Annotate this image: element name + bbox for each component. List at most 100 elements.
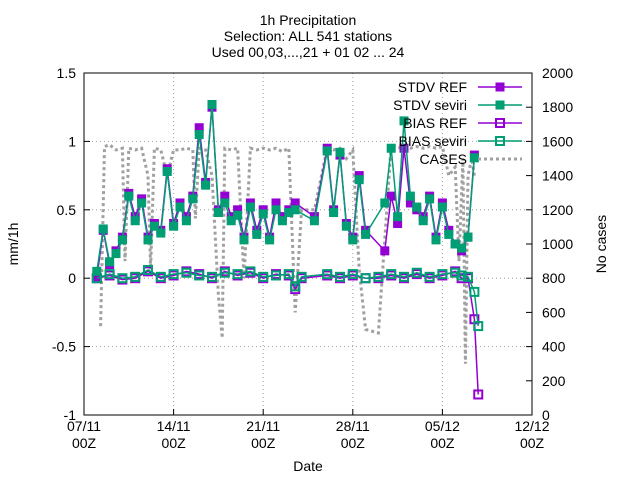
series-point-1: [348, 235, 358, 245]
series-point-0: [399, 143, 409, 153]
series-point-1: [169, 221, 179, 231]
series-point-3: [463, 271, 473, 282]
series-point-3: [386, 269, 397, 280]
series-point-1: [335, 147, 345, 157]
series-point-3: [245, 266, 256, 277]
series-point-1: [143, 235, 153, 245]
series-point-1: [425, 194, 435, 204]
series-point-1: [181, 216, 191, 226]
series-point-3: [290, 281, 301, 292]
series-point-3: [91, 273, 102, 284]
y2-axis-label: No cases: [593, 215, 609, 273]
series-point-3: [181, 267, 192, 278]
legend-label: BIAS REF: [403, 115, 467, 131]
x-tick-sublabel: 00Z: [341, 435, 366, 451]
series-point-1: [361, 229, 371, 239]
series-point-3: [232, 269, 243, 280]
series-point-1: [137, 198, 147, 208]
y-tick-label: -1: [64, 407, 77, 423]
legend-label: STDV REF: [398, 79, 467, 95]
x-tick-sublabel: 00Z: [251, 435, 276, 451]
y-axis-label: mm/1h: [5, 223, 21, 266]
series-point-3: [296, 271, 307, 282]
y-tick-label: 0: [68, 270, 76, 286]
series-point-3: [360, 273, 371, 284]
series-point-1: [156, 228, 166, 238]
series-line-2: [96, 270, 479, 395]
series-point-1: [111, 249, 121, 259]
series-point-3: [155, 271, 166, 282]
axes: -1 -0.5 0 0.5 1 1.5 0 200 400 600 800 1000 1200 1400 1…: [52, 65, 573, 451]
x-tick-label: 12/12: [514, 418, 549, 434]
x-tick-label: 05/12: [425, 418, 460, 434]
series-layer: [91, 99, 484, 400]
y-tick-label: 1.5: [57, 65, 77, 81]
series-point-3: [473, 321, 484, 332]
legend-label: CASES: [420, 151, 467, 167]
legend-label: STDV seviri: [393, 97, 467, 113]
x-tick-sublabel: 00Z: [430, 435, 455, 451]
series-point-1: [405, 191, 415, 201]
legend: STDV REF STDV seviri BIAS REF BIAS seviri CA…: [393, 79, 522, 167]
series-point-1: [271, 205, 281, 215]
y2-tick-label: 200: [542, 373, 566, 389]
series-point-1: [431, 235, 441, 245]
x-tick-sublabel: 00Z: [162, 435, 187, 451]
series-line-4: [99, 142, 476, 364]
series-point-1: [290, 205, 300, 215]
series-point-1: [233, 210, 243, 220]
y2-tick-label: 800: [542, 270, 566, 286]
series-point-0: [380, 246, 390, 256]
x-tick-label: 14/11: [157, 418, 191, 434]
x-axis-label: Date: [293, 458, 323, 474]
series-point-3: [168, 269, 179, 280]
x-tick-label: 28/11: [336, 418, 370, 434]
legend-swatch-marker: [495, 82, 505, 92]
series-point-1: [341, 221, 351, 231]
x-tick-label: 07/11: [67, 418, 101, 434]
series-point-1: [162, 166, 172, 176]
chart-title: 1h Precipitation: [260, 12, 357, 28]
series-point-3: [143, 264, 153, 275]
series-point-3: [207, 271, 217, 282]
legend-label: BIAS seviri: [399, 133, 467, 149]
series-point-1: [92, 266, 102, 276]
series-point-1: [277, 216, 287, 226]
series-point-1: [226, 216, 236, 226]
series-point-1: [105, 257, 115, 267]
chart-subtitle: Selection: ALL 541 stations: [224, 28, 392, 44]
y2-tick-label: 400: [542, 339, 566, 355]
series-point-1: [207, 99, 217, 109]
series-point-3: [104, 269, 115, 280]
series-point-1: [188, 194, 198, 204]
series-point-1: [130, 216, 140, 226]
series-point-1: [380, 198, 390, 208]
y2-tick-label: 1000: [542, 236, 573, 252]
y2-tick-label: 2000: [542, 65, 573, 81]
y2-tick-label: 0: [542, 407, 550, 423]
series-point-1: [393, 212, 403, 222]
series-point-1: [220, 198, 230, 208]
series-point-3: [347, 269, 358, 280]
series-point-3: [335, 271, 345, 282]
series-point-2: [473, 389, 484, 400]
series-point-3: [469, 286, 480, 297]
series-point-1: [463, 232, 473, 242]
series-point-3: [411, 267, 422, 278]
series-point-1: [117, 235, 127, 245]
series-point-1: [201, 180, 211, 190]
series-point-3: [117, 273, 128, 284]
series-point-3: [437, 269, 448, 280]
series-point-1: [322, 146, 332, 156]
x-tick-sublabel: 00Z: [520, 435, 545, 451]
series-point-1: [444, 229, 454, 239]
y-tick-label: 1: [68, 133, 76, 149]
series-point-1: [457, 243, 467, 253]
series-point-1: [124, 191, 134, 201]
series-point-3: [219, 267, 230, 278]
series-point-1: [354, 175, 364, 185]
series-point-1: [239, 235, 249, 245]
legend-swatch-marker: [495, 118, 505, 128]
series-point-3: [283, 269, 294, 280]
